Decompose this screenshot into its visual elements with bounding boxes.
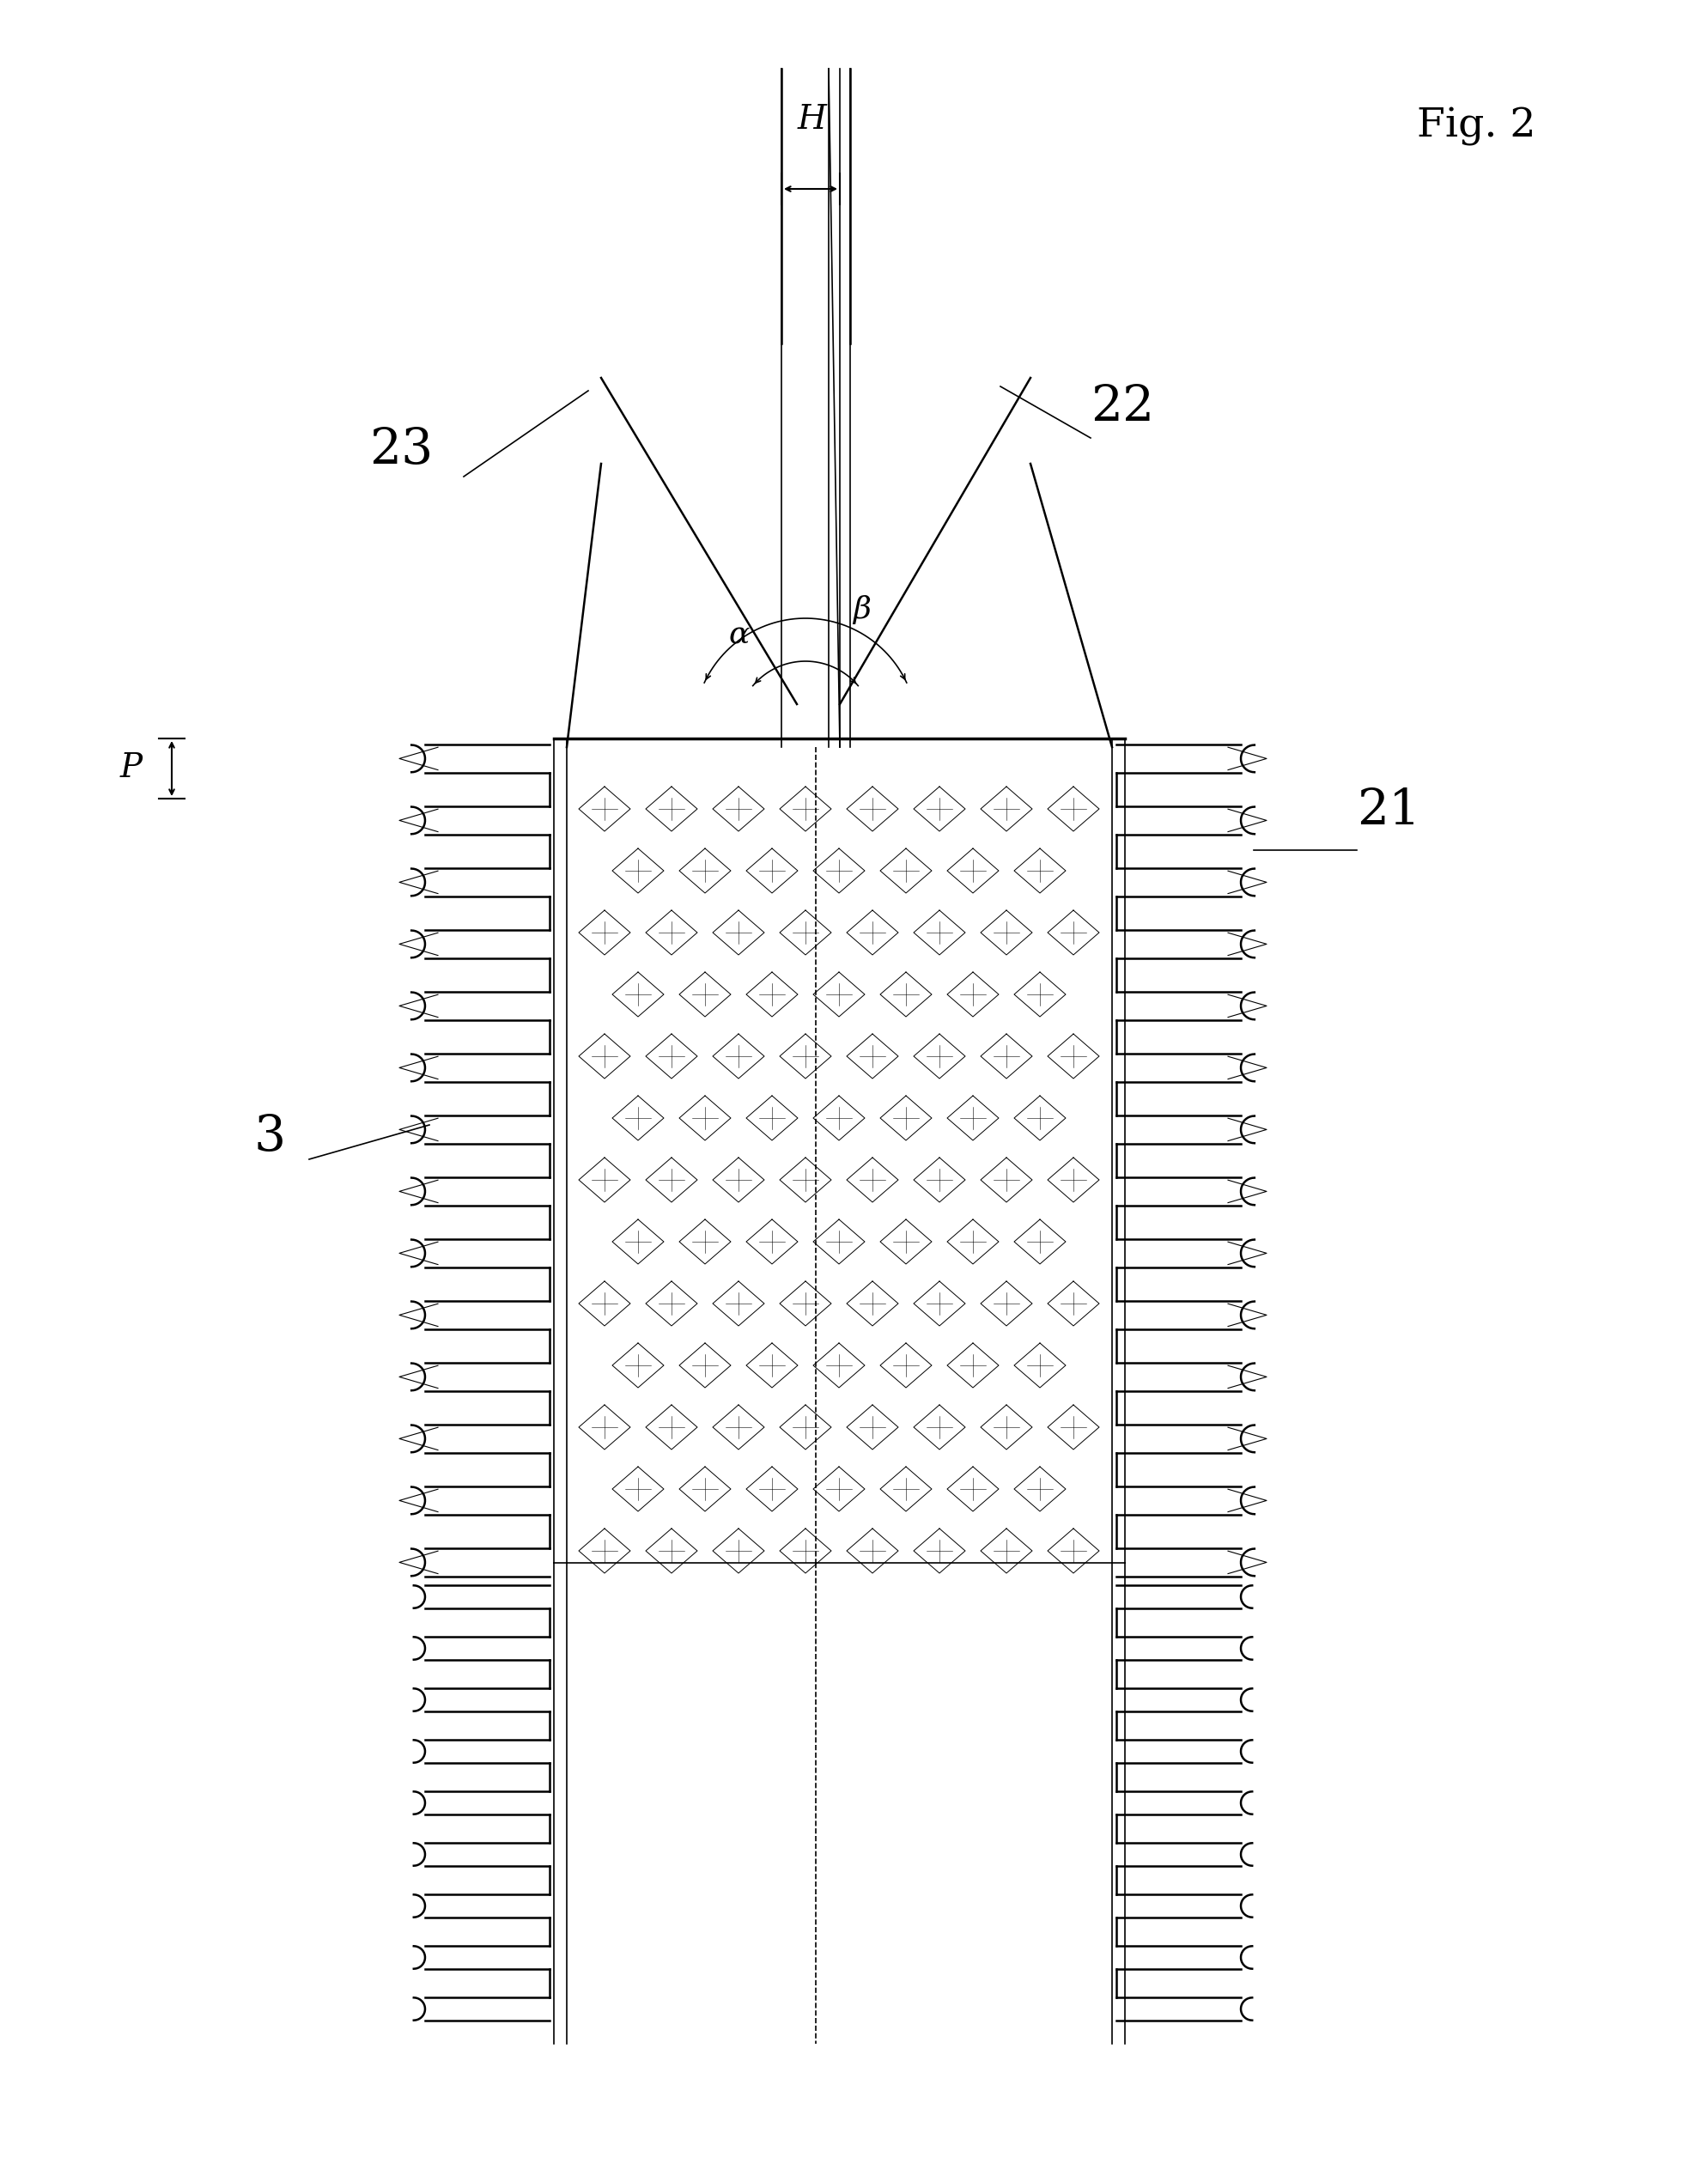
- Text: H: H: [798, 105, 827, 135]
- Text: 21: 21: [1356, 786, 1419, 836]
- Text: 22: 22: [1090, 384, 1155, 432]
- Text: P: P: [120, 753, 142, 783]
- Text: 3: 3: [253, 1113, 285, 1161]
- Text: Fig. 2: Fig. 2: [1416, 107, 1535, 146]
- Text: β: β: [852, 596, 869, 624]
- Text: α: α: [728, 622, 748, 650]
- Text: 23: 23: [369, 425, 432, 473]
